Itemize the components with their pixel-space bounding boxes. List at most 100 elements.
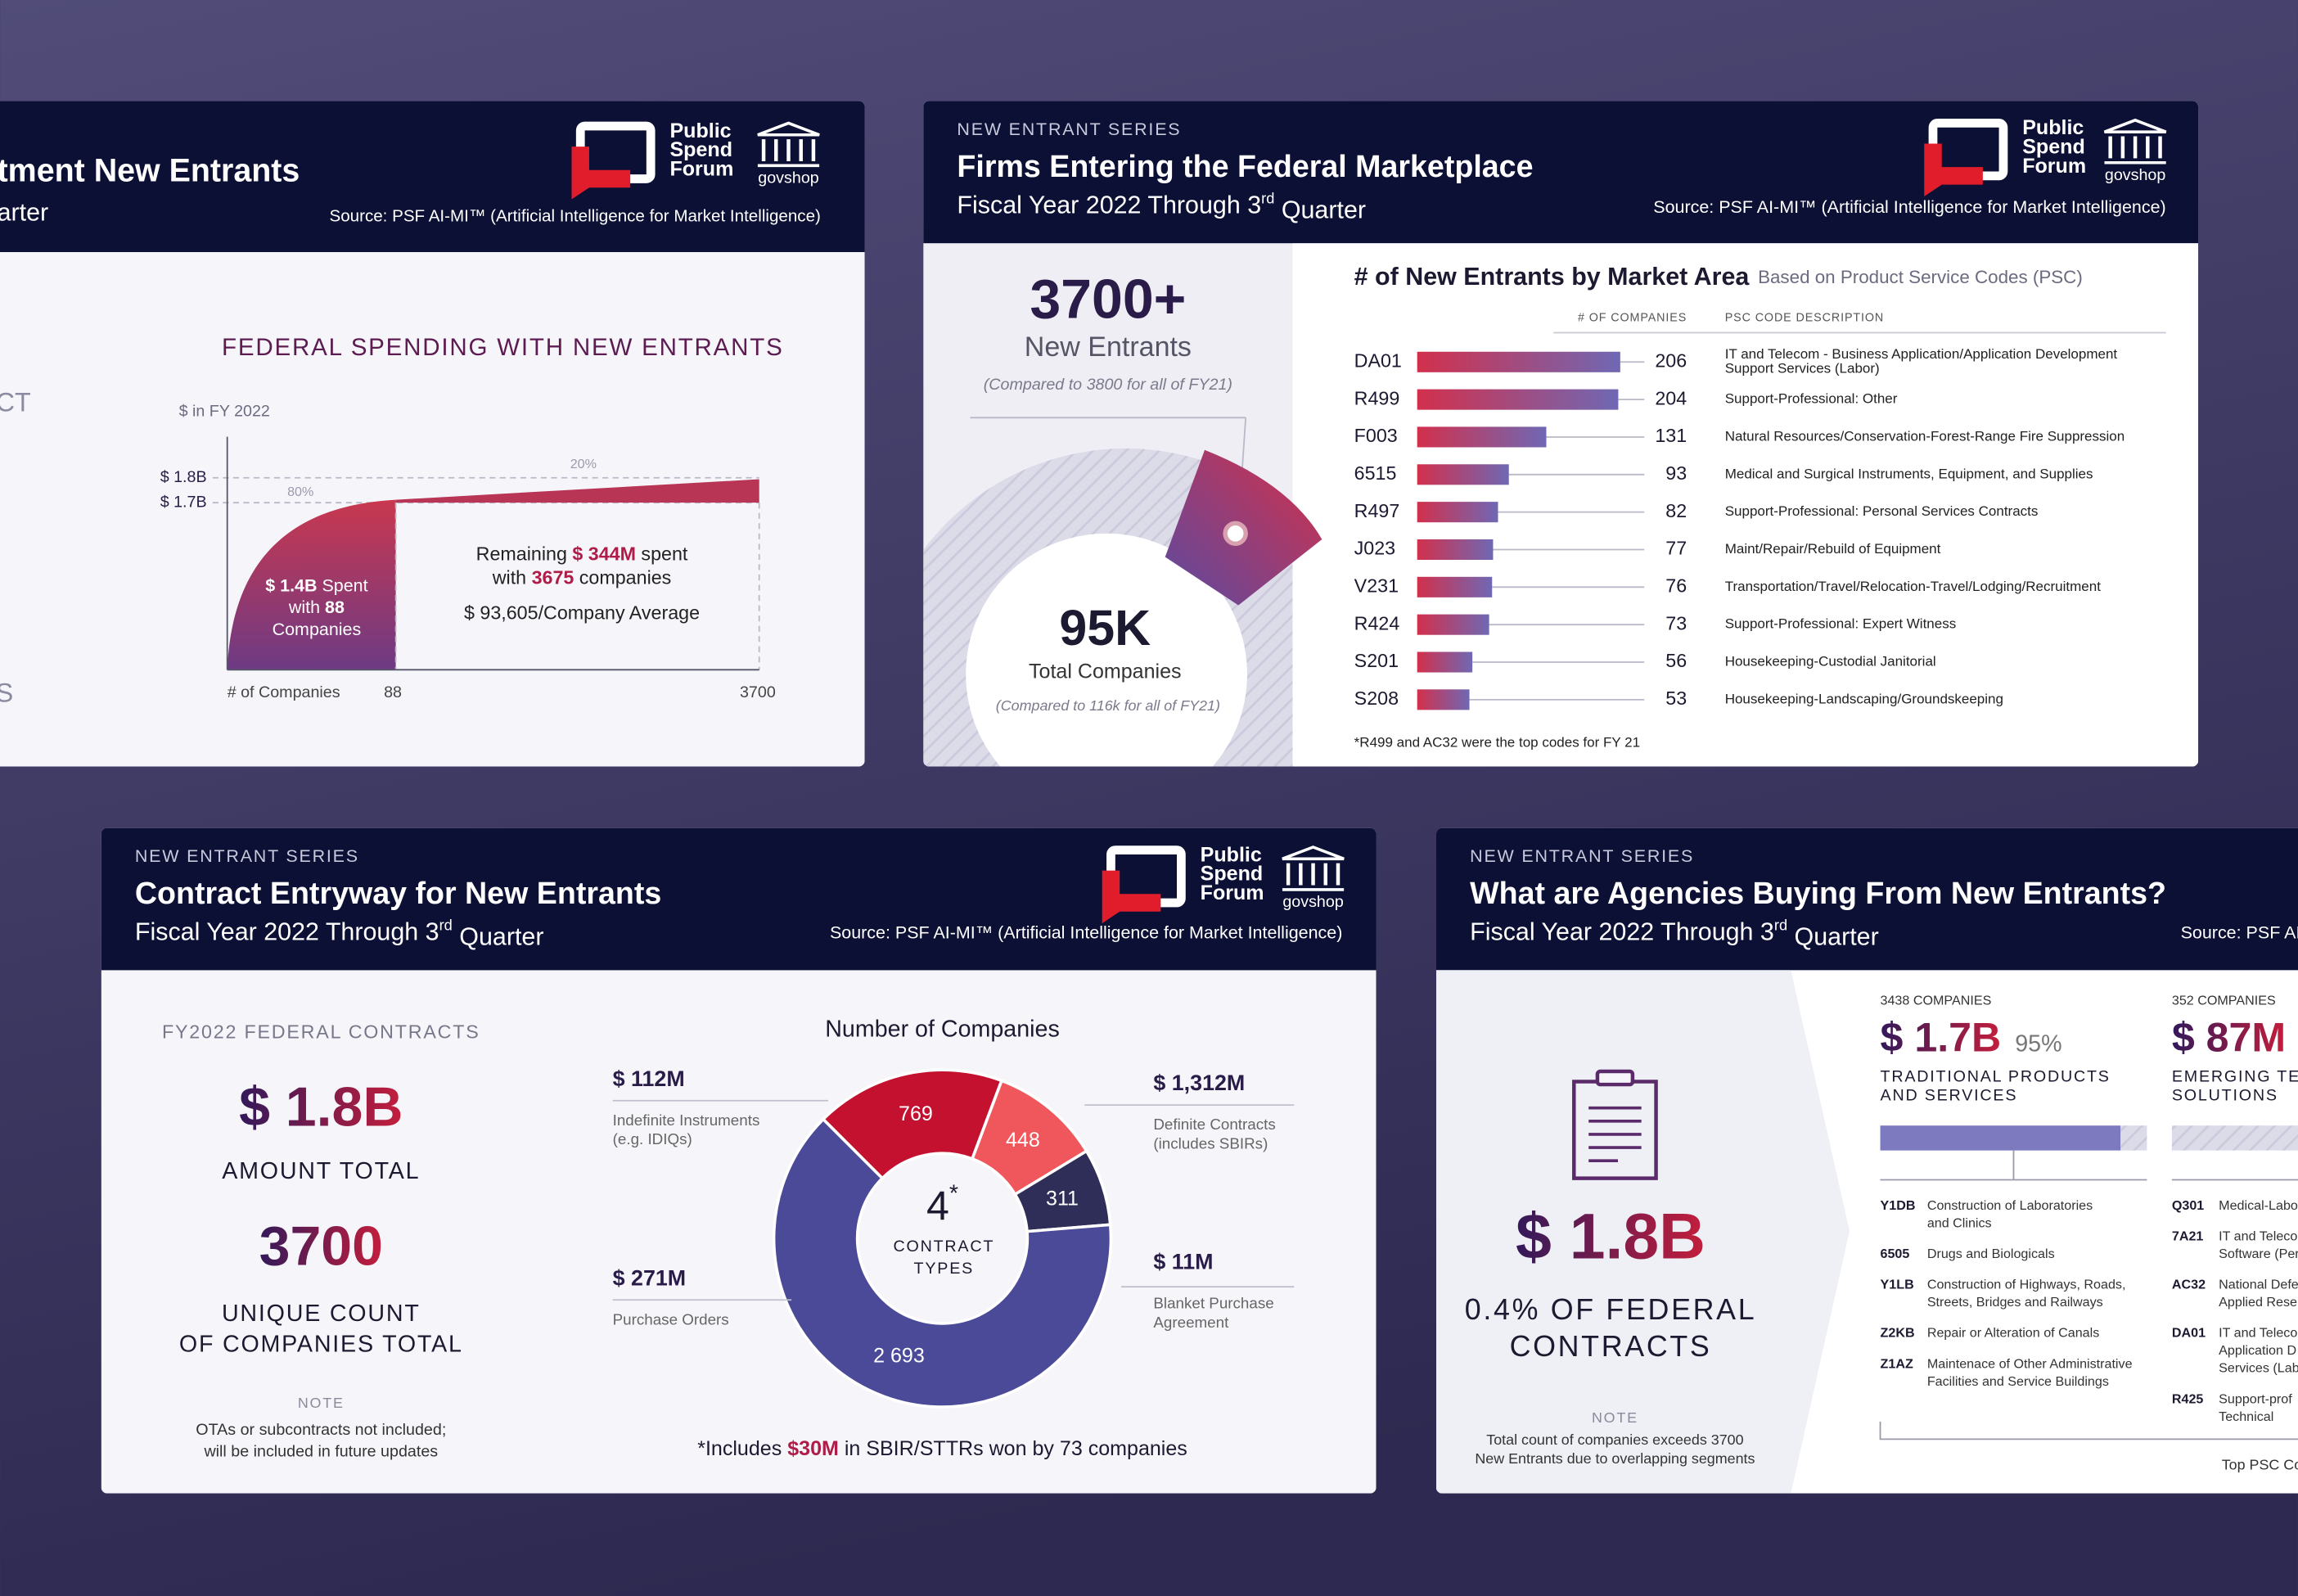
count-label: UNIQUE COUNT xyxy=(222,1301,421,1327)
psc-description: Application D xyxy=(2219,1343,2296,1358)
agencies-card: NEW ENTRANT SERIES What are Agencies Buyi… xyxy=(1435,827,2298,1494)
psc-code: R424 xyxy=(1354,612,1400,633)
psc-description: Medical-Labo xyxy=(2219,1198,2298,1213)
psc-description: Support-Professional: Expert Witness xyxy=(1725,616,1957,632)
headline-note: (Compared to 3800 for all of FY21) xyxy=(984,376,1232,394)
amount-label: AMOUNT TOTAL xyxy=(222,1158,420,1184)
column-amount: $ 87M xyxy=(2172,1015,2286,1061)
govshop-text: govshop xyxy=(758,169,818,187)
psc-description: IT and Teleco xyxy=(2219,1326,2297,1341)
x-tick-label: 88 xyxy=(384,683,402,701)
value-label: 204 xyxy=(1655,387,1687,408)
share-label: 0.4% OF FEDERAL xyxy=(1465,1293,1757,1326)
value-label: 131 xyxy=(1655,425,1687,446)
text-emphasis: 88 xyxy=(325,597,345,617)
note-title: NOTE xyxy=(298,1395,345,1411)
note: New Entrants due to overlapping segments xyxy=(1475,1450,1755,1467)
text-segment: Quarter xyxy=(1274,196,1366,224)
psc-description: Support-prof xyxy=(2219,1391,2292,1406)
psc-description: Technical xyxy=(2219,1409,2273,1424)
wedge-dot xyxy=(1223,521,1248,547)
psc-code: AC32 xyxy=(2172,1278,2206,1292)
bar xyxy=(1417,614,1489,635)
logo-accent xyxy=(1924,143,1983,196)
logo-text: Spend xyxy=(2022,135,2085,158)
column-header: PSC CODE DESCRIPTION xyxy=(1725,311,1884,324)
area-note: with 88 xyxy=(288,597,345,617)
psc-code: 6515 xyxy=(1354,462,1397,484)
donut-title: Number of Companies xyxy=(825,1016,1060,1042)
bar xyxy=(1417,389,1619,410)
logo-text: Forum xyxy=(2022,155,2086,178)
total-note: (Compared to 116k for all of FY21) xyxy=(996,697,1220,714)
series-label: NEW ENTRANT SERIES xyxy=(957,119,1181,139)
text-segment: Companies xyxy=(273,620,362,639)
footer: Top PSC Co xyxy=(2222,1456,2298,1472)
superscript: rd xyxy=(439,916,453,933)
psc-description: Transportation/Travel/Relocation-Travel/… xyxy=(1725,579,2101,594)
card-title: Contract Entryway for New Entrants xyxy=(135,876,661,910)
bar xyxy=(1417,351,1620,372)
text-emphasis: $30M xyxy=(787,1437,839,1460)
logo-text: Spend xyxy=(669,138,732,161)
text-segment: companies xyxy=(574,566,671,588)
psc-code: R425 xyxy=(2172,1391,2204,1406)
side-label: S xyxy=(0,678,13,707)
bar xyxy=(1417,502,1498,523)
text-segment: Fiscal Year 2022 Through 3 xyxy=(135,918,439,946)
logo-text: Public xyxy=(2022,116,2084,139)
column-label: AND SERVICES xyxy=(1881,1087,2018,1105)
slice-label: 448 xyxy=(1006,1129,1040,1152)
text-segment: Spent xyxy=(318,575,368,595)
share-bar xyxy=(1880,1125,2121,1151)
govshop-text: govshop xyxy=(1282,893,1343,911)
psc-description: IT and Telecom - Business Application/Ap… xyxy=(1725,346,2118,362)
amount: $ 1.8B xyxy=(1516,1200,1705,1272)
psc-description: Facilities and Service Buildings xyxy=(1927,1374,2109,1389)
share-bar-rest xyxy=(2171,1125,2298,1151)
donut-center-label: TYPES xyxy=(914,1260,975,1278)
psc-description: Streets, Bridges and Railways xyxy=(1927,1295,2103,1310)
share-bar-rest xyxy=(2120,1125,2147,1151)
donut-center-value: 4* xyxy=(926,1180,958,1229)
callout-description: Definite Contracts xyxy=(1153,1116,1275,1133)
psc-code: R497 xyxy=(1354,500,1400,521)
chart-title: FEDERAL SPENDING WITH NEW ENTRANTS xyxy=(222,334,784,361)
entryway-card: NEW ENTRANT SERIES Contract Entryway for … xyxy=(101,827,1377,1494)
column-share: 95% xyxy=(2015,1030,2061,1057)
column-label: SOLUTIONS xyxy=(2172,1087,2278,1105)
note: will be included in future updates xyxy=(203,1443,438,1461)
text-segment: *Includes xyxy=(697,1437,787,1460)
psc-description: Construction of Laboratories xyxy=(1927,1198,2093,1213)
superscript: rd xyxy=(1774,916,1787,933)
series-label: NEW ENTRANT SERIES xyxy=(1470,846,1694,866)
bar xyxy=(1417,464,1509,485)
psc-description: National Defe xyxy=(2219,1278,2298,1292)
text-emphasis: $ 1.4B xyxy=(265,575,317,595)
psc-description: Maint/Repair/Rebuild of Equipment xyxy=(1725,541,1941,557)
callout-amount: $ 112M xyxy=(613,1066,685,1091)
psc-description: Repair or Alteration of Canals xyxy=(1927,1326,2099,1341)
area-main-share xyxy=(227,499,396,670)
text-segment: Fiscal Year 2022 Through 3 xyxy=(1470,918,1774,946)
psc-code: Y1DB xyxy=(1881,1198,1916,1213)
psc-code: Y1LB xyxy=(1881,1278,1914,1292)
psc-code: J023 xyxy=(1354,538,1395,559)
column-label: TRADITIONAL PRODUCTS xyxy=(1881,1067,2111,1085)
source: Source: PSF AI- xyxy=(2181,922,2298,942)
note-title: NOTE xyxy=(1592,1409,1638,1426)
chart-title-sub: Based on Product Service Codes (PSC) xyxy=(1758,267,2083,287)
psc-code: DA01 xyxy=(1354,349,1402,371)
logo-text: Public xyxy=(1201,843,1262,866)
bracket xyxy=(1879,1421,2298,1440)
left-panel xyxy=(1435,970,1850,1494)
psc-description: Drugs and Biologicals xyxy=(1927,1247,2055,1261)
area-note: with 3675 companies xyxy=(492,566,672,588)
share-label: CONTRACTS xyxy=(1510,1330,1712,1363)
area-note: Companies xyxy=(273,620,362,639)
govshop-roof xyxy=(757,121,820,137)
area-note: Remaining $ 344M spent xyxy=(476,543,688,565)
donut-center-label: CONTRACT xyxy=(893,1238,994,1256)
column-label: EMERGING TEC xyxy=(2172,1067,2298,1085)
